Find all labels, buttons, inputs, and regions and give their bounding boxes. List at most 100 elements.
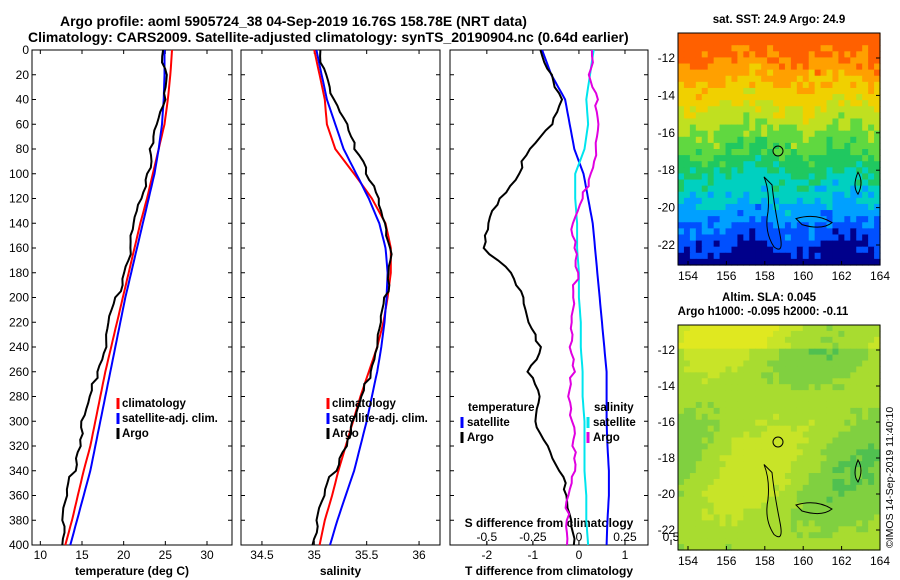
- map-cell: [784, 425, 792, 433]
- map-cell: [868, 366, 875, 373]
- map-cell: [731, 437, 739, 445]
- map-cell: [743, 342, 750, 350]
- map-cell: [695, 526, 703, 533]
- map-cell: [874, 348, 881, 356]
- map-cell: [773, 161, 780, 168]
- map-cell: [695, 149, 703, 156]
- map-cell: [719, 185, 727, 193]
- map-cell: [820, 258, 828, 266]
- map-cell: [856, 508, 863, 516]
- map-cell: [826, 461, 834, 468]
- map-cell: [731, 467, 739, 474]
- map-cell: [725, 520, 733, 527]
- map-cell: [689, 336, 697, 344]
- map-cell: [695, 455, 703, 462]
- map-cell: [743, 39, 750, 46]
- map-cell: [761, 106, 768, 113]
- map-cell: [737, 502, 744, 510]
- map-cell: [749, 526, 756, 533]
- map-cell: [868, 461, 875, 468]
- map-cell: [719, 520, 727, 527]
- map-cell: [832, 222, 840, 229]
- map-cell: [707, 216, 715, 223]
- map-cell: [713, 167, 721, 175]
- map-cell: [755, 378, 762, 385]
- map-cell: [761, 449, 768, 456]
- map-cell: [838, 179, 845, 187]
- map-cell: [737, 455, 744, 462]
- map-cell: [725, 413, 733, 421]
- map-cell: [814, 94, 822, 101]
- map-cell: [844, 149, 851, 156]
- map-cell: [796, 526, 804, 533]
- map-cell: [689, 33, 697, 40]
- map-cell: [814, 45, 822, 52]
- map-cell: [862, 173, 869, 181]
- map-cell: [779, 419, 786, 427]
- map-cell: [832, 155, 840, 162]
- map-cell: [695, 520, 703, 527]
- map-cell: [808, 210, 816, 217]
- map-cell: [844, 63, 851, 71]
- coastline: [795, 215, 833, 228]
- map-cell: [737, 384, 744, 391]
- map-cell: [678, 124, 685, 132]
- map-x-tick-label: 160: [793, 554, 813, 568]
- map-cell: [737, 142, 744, 150]
- map-cell: [862, 449, 869, 456]
- map-cell: [678, 484, 685, 492]
- map-cell: [707, 222, 715, 229]
- map-cell: [790, 167, 798, 175]
- map-cell: [808, 63, 816, 71]
- map-cell: [713, 538, 721, 545]
- map-cell: [719, 136, 727, 144]
- map-cell: [874, 538, 881, 545]
- map-cell: [689, 360, 697, 368]
- map-cell: [850, 222, 857, 229]
- map-cell: [713, 63, 721, 71]
- map-cell: [749, 396, 756, 403]
- map-cell: [707, 87, 715, 95]
- map-cell: [683, 330, 691, 338]
- map-cell: [838, 234, 845, 242]
- map-cell: [844, 81, 851, 89]
- map-cell: [707, 197, 715, 205]
- map-cell: [749, 348, 756, 356]
- map-cell: [743, 118, 750, 126]
- map-cell: [808, 130, 816, 138]
- map-cell: [820, 39, 828, 46]
- map-cell: [695, 348, 703, 356]
- map-cell: [850, 75, 857, 83]
- map-cell: [802, 419, 810, 427]
- map-cell: [779, 496, 786, 504]
- map-cell: [838, 51, 845, 59]
- map-cell: [731, 366, 739, 373]
- map-cell: [743, 185, 750, 193]
- map-cell: [773, 461, 780, 468]
- map-cell: [695, 354, 703, 362]
- map-cell: [779, 431, 786, 439]
- map-cell: [820, 396, 828, 403]
- map-cell: [838, 348, 845, 356]
- map-cell: [737, 467, 744, 474]
- map-cell: [713, 378, 721, 385]
- map-cell: [808, 325, 816, 332]
- map-cell: [790, 396, 798, 403]
- map-cell: [749, 45, 756, 52]
- map-cell: [743, 252, 750, 260]
- map-cell: [868, 449, 875, 456]
- map-cell: [844, 401, 851, 409]
- map-cell: [737, 94, 744, 101]
- map-cell: [713, 348, 721, 356]
- map-cell: [731, 197, 739, 205]
- map-cell: [713, 118, 721, 126]
- map-cell: [773, 384, 780, 391]
- map-cell: [814, 203, 822, 211]
- map-cell: [761, 252, 768, 260]
- y-tick-label: 180: [9, 266, 29, 280]
- map-cell: [749, 81, 756, 89]
- map-cell: [796, 384, 804, 391]
- map-cell: [802, 216, 810, 223]
- map-cell: [695, 228, 703, 236]
- map-cell: [761, 496, 768, 504]
